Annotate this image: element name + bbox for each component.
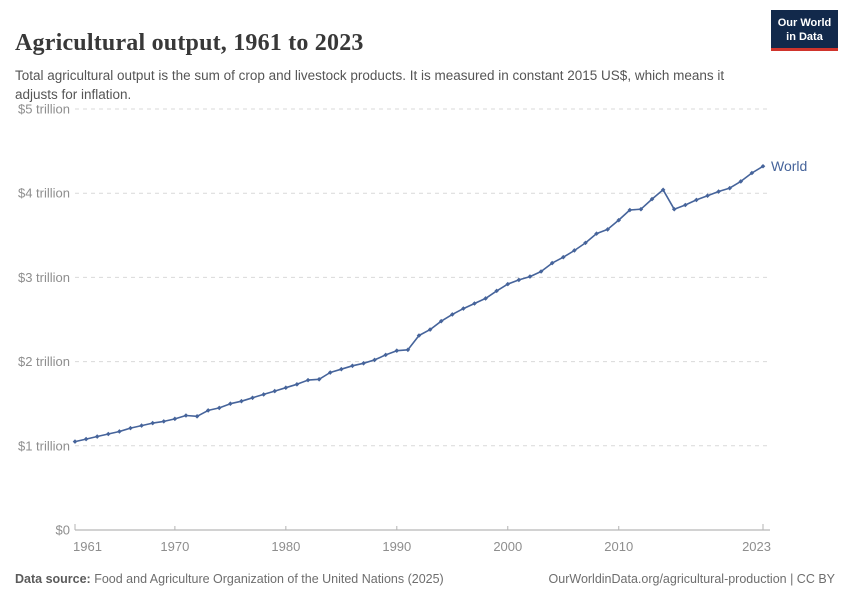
data-source-text: Food and Agriculture Organization of the… xyxy=(90,572,444,586)
page-title: Agricultural output, 1961 to 2023 xyxy=(15,30,364,57)
series-markers-world[interactable] xyxy=(72,163,766,444)
x-axis-label-2023: 2023 xyxy=(742,539,771,554)
y-axis-label-2: $2 trillion xyxy=(18,354,70,369)
chart-subtitle: Total agricultural output is the sum of … xyxy=(15,67,725,103)
y-axis-label-4: $4 trillion xyxy=(18,186,70,201)
x-axis-label-2010: 2010 xyxy=(604,539,633,554)
owid-logo-line1: Our World xyxy=(777,17,832,29)
owid-logo[interactable]: Our World in Data xyxy=(771,10,838,51)
data-source-label: Data source: xyxy=(15,572,91,586)
series-label-world[interactable]: World xyxy=(771,158,807,174)
y-axis-label-5: $5 trillion xyxy=(18,102,70,117)
data-source: Data source: Food and Agriculture Organi… xyxy=(15,572,444,586)
x-axis-label-2000: 2000 xyxy=(493,539,522,554)
owid-logo-line2: in Data xyxy=(786,31,823,44)
x-axis-label-1961: 1961 xyxy=(73,539,102,554)
y-axis-label-3: $3 trillion xyxy=(18,270,70,285)
x-axis-label-1980: 1980 xyxy=(271,539,300,554)
credit-link[interactable]: OurWorldinData.org/agricultural-producti… xyxy=(548,572,835,586)
chart-footer: Data source: Food and Agriculture Organi… xyxy=(15,572,835,586)
y-axis-label-1: $1 trillion xyxy=(18,438,70,453)
x-axis-label-1970: 1970 xyxy=(160,539,189,554)
y-axis-label-0: $0 xyxy=(56,523,70,538)
series-line-world[interactable] xyxy=(74,165,764,443)
x-axis-label-1990: 1990 xyxy=(382,539,411,554)
